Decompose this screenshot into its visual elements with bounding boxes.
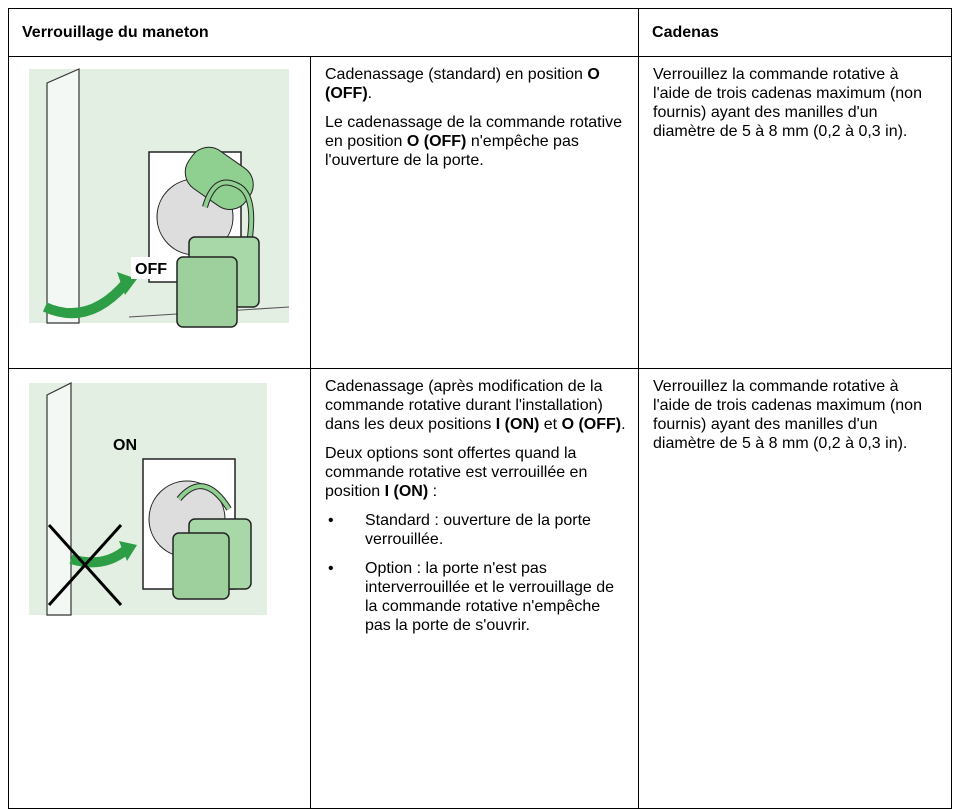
description-cell: Cadenassage (après modification de la co… — [309, 368, 640, 809]
bold-run: O (OFF) — [406, 133, 467, 150]
padlock-text: Verrouillez la commande rotative à l'aid… — [653, 378, 922, 452]
text-run: Deux options sont offertes quand la comm… — [325, 445, 588, 500]
padlock-cell: Verrouillez la commande rotative à l'aid… — [638, 368, 953, 809]
bullet-marker: • — [328, 560, 334, 577]
description-cell: Cadenassage (standard) en position O (OF… — [309, 56, 640, 369]
text-run: . — [367, 85, 373, 102]
paragraph: Cadenassage (après modification de la co… — [325, 377, 626, 434]
bold-run: I (ON) — [384, 483, 429, 500]
text-run: : — [428, 483, 438, 500]
illustration: OFF — [29, 68, 290, 328]
paragraph: Deux options sont offertes quand la comm… — [325, 444, 626, 501]
bold-run: O (OFF) — [561, 416, 622, 433]
bullet-text: Standard : ouverture de la porte verroui… — [365, 512, 591, 548]
header-cell: Cadenas — [638, 8, 953, 57]
header-row: Verrouillage du maneton Cadenas — [7, 8, 953, 57]
paragraph: Cadenassage (standard) en position O (OF… — [325, 65, 626, 103]
image-cell: ON — [8, 368, 311, 809]
bold-run: I (ON) — [495, 416, 540, 433]
text-run: Cadenassage (standard) en position — [325, 66, 588, 83]
padlock-cell: Verrouillez la commande rotative à l'aid… — [638, 56, 953, 369]
text-run: Cadenassage (après modification de la co… — [325, 378, 603, 433]
row: ON Cadenassage (après modification de la… — [8, 368, 953, 809]
illustration: ON — [29, 382, 267, 616]
row: OFF Cadenassage (standard) en position O… — [8, 56, 953, 369]
padlock-text: Verrouillez la commande rotative à l'aid… — [653, 66, 922, 140]
text-run: et — [539, 416, 562, 433]
paragraph: Le cadenassage de la commande rotative e… — [325, 113, 626, 170]
image-label: OFF — [135, 261, 167, 278]
text-run: . — [621, 416, 626, 433]
lock-table: Verrouillage du maneton Cadenas OFF — [7, 8, 953, 809]
text-run: Le cadenassage de la commande rotative e… — [325, 114, 623, 150]
bullet-text: Option : la porte n'est pas interverroui… — [365, 560, 615, 634]
image-label: ON — [113, 437, 137, 454]
bullet-item: • Option : la porte n'est pas interverrou… — [325, 559, 626, 635]
bullet-marker: • — [328, 512, 334, 529]
header-cell: Verrouillage du maneton — [7, 8, 640, 57]
bold-run: O (OFF) — [325, 66, 600, 102]
bullet-item: • Standard : ouverture de la porte verrou… — [325, 511, 626, 549]
image-cell: OFF — [8, 56, 311, 369]
text-run: n'empêche pas l'ouverture de la porte. — [325, 133, 579, 169]
